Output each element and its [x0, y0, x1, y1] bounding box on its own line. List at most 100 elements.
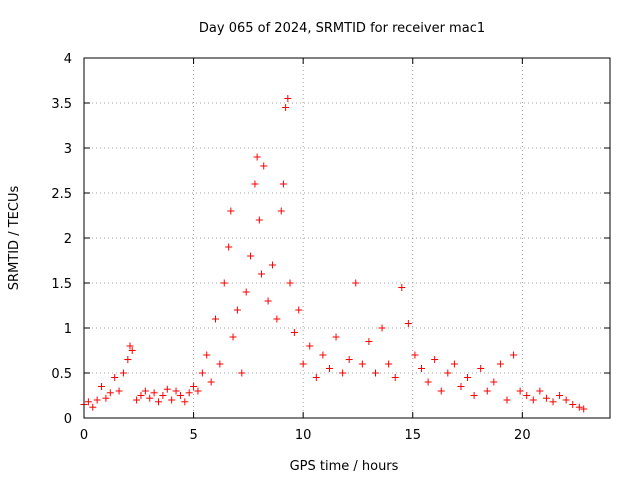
data-point	[181, 398, 189, 406]
data-point	[490, 378, 498, 386]
data-point	[450, 360, 458, 368]
data-point	[411, 351, 419, 359]
data-point	[150, 389, 158, 397]
y-tick-label: 3	[64, 142, 72, 157]
data-point	[290, 329, 298, 336]
data-point	[194, 387, 202, 395]
data-point	[358, 360, 366, 368]
y-tick-label: 3.5	[51, 97, 72, 112]
grid-lines	[84, 58, 610, 418]
data-point	[483, 387, 491, 395]
data-point	[424, 378, 432, 386]
y-axis-label: SRMTID / TECUs	[7, 186, 22, 291]
data-point	[253, 153, 261, 161]
data-point	[159, 392, 167, 399]
data-point	[227, 207, 235, 215]
data-point	[84, 398, 92, 406]
data-point	[404, 320, 412, 327]
data-point	[470, 392, 478, 399]
data-point	[277, 207, 285, 215]
data-point	[225, 243, 233, 251]
data-point	[258, 270, 266, 278]
data-point	[477, 365, 485, 372]
data-point	[260, 162, 268, 170]
x-axis-label: GPS time / hours	[290, 459, 399, 474]
data-point	[464, 374, 472, 381]
data-point	[229, 333, 237, 341]
y-tick-label: 0.5	[51, 367, 72, 382]
data-point	[431, 356, 439, 363]
data-point	[126, 342, 134, 350]
x-tick-label: 15	[404, 428, 421, 443]
data-point	[339, 369, 347, 377]
data-point	[115, 387, 123, 395]
data-point	[332, 333, 340, 341]
data-point	[391, 374, 399, 381]
data-point	[273, 315, 281, 323]
data-point	[418, 365, 426, 372]
data-point	[444, 369, 452, 377]
data-point	[556, 392, 564, 399]
data-points	[80, 95, 588, 413]
data-point	[203, 351, 211, 359]
data-point	[457, 383, 465, 390]
data-point	[306, 342, 314, 350]
data-point	[172, 387, 180, 395]
data-point	[220, 279, 228, 287]
data-point	[133, 396, 141, 404]
data-point	[216, 360, 224, 368]
axis-ticks: 0 5 10 15 20 0 0.5 1 1.5 2 2.5 3 3.5 4	[51, 52, 610, 443]
data-point	[247, 252, 255, 260]
y-tick-label: 4	[64, 52, 72, 67]
data-point	[378, 324, 386, 332]
data-point	[536, 387, 544, 395]
x-tick-label: 20	[514, 428, 531, 443]
data-point	[207, 378, 215, 386]
plot-frame	[83, 57, 611, 419]
data-point	[365, 338, 373, 345]
data-point	[190, 383, 198, 390]
data-point	[163, 385, 171, 393]
data-point	[299, 360, 307, 368]
y-tick-label: 1.5	[51, 277, 72, 292]
x-tick-label: 0	[80, 428, 88, 443]
data-point	[242, 288, 250, 296]
data-point	[119, 369, 127, 377]
data-point	[251, 180, 259, 188]
x-tick-label: 5	[189, 428, 197, 443]
data-point	[371, 369, 379, 377]
data-point	[516, 387, 524, 395]
data-point	[111, 374, 119, 381]
data-point	[319, 351, 327, 359]
data-point	[562, 396, 570, 404]
data-point	[295, 306, 303, 314]
data-point	[168, 396, 176, 404]
chart-title: Day 065 of 2024, SRMTID for receiver mac…	[199, 21, 485, 36]
data-point	[255, 216, 263, 224]
data-point	[385, 360, 393, 368]
data-point	[503, 396, 511, 404]
data-point	[549, 398, 557, 406]
data-point	[212, 315, 219, 323]
data-point	[325, 365, 333, 372]
data-point	[128, 347, 136, 354]
data-point	[510, 351, 518, 359]
data-point	[141, 387, 149, 395]
data-point	[238, 369, 246, 377]
data-point	[437, 387, 445, 395]
y-tick-label: 2.5	[51, 187, 72, 202]
data-point	[345, 356, 353, 363]
y-tick-label: 2	[64, 232, 72, 247]
data-point	[137, 392, 145, 399]
data-point	[580, 405, 588, 413]
data-point	[286, 279, 294, 287]
data-point	[569, 401, 577, 408]
data-point	[93, 396, 101, 404]
data-point	[89, 403, 97, 411]
data-point	[352, 279, 360, 287]
data-point	[106, 389, 114, 397]
data-point	[529, 396, 537, 404]
data-point	[523, 392, 531, 399]
data-point	[282, 104, 290, 111]
